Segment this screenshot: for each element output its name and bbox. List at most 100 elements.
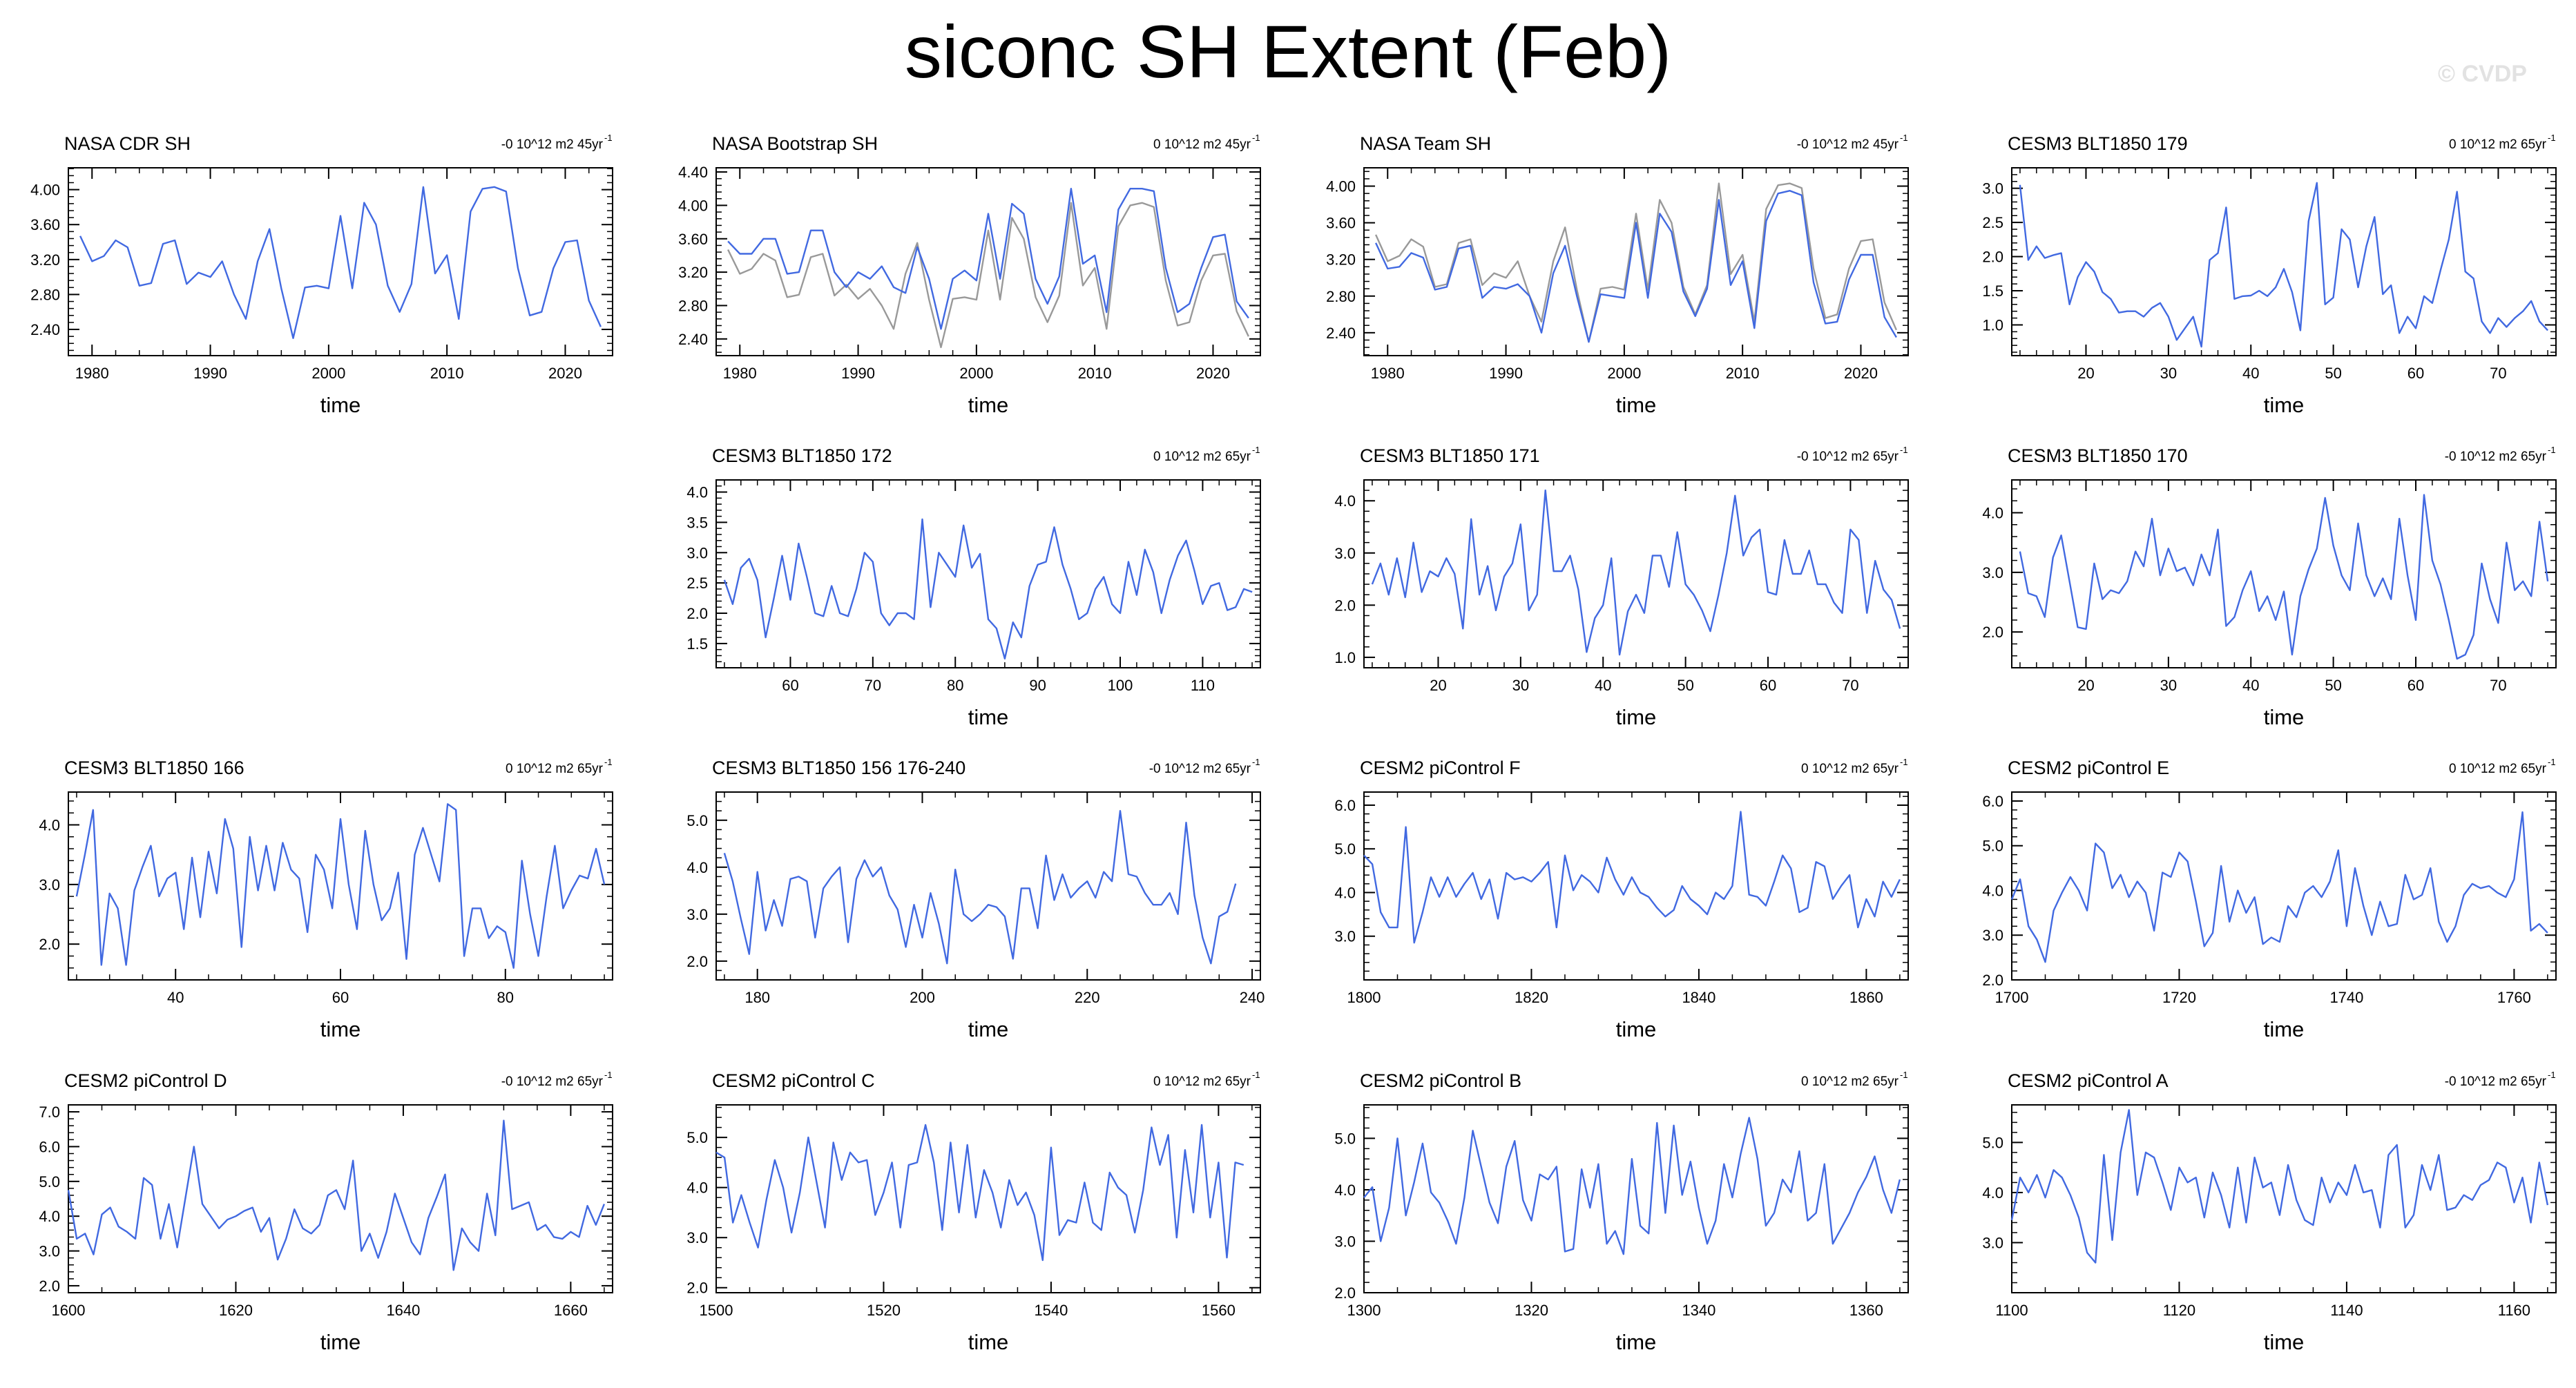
- x-tick-label: 1990: [841, 365, 875, 382]
- plot-frame: [68, 1104, 613, 1293]
- y-tick-label: 3.0: [686, 1229, 708, 1246]
- trend-label: -0 10^12 m2 65yr: [1149, 762, 1251, 776]
- x-tick-label: 1320: [1515, 1302, 1548, 1319]
- y-tick-label: 2.0: [686, 1280, 708, 1297]
- trend-label: 0 10^12 m2 65yr: [2449, 762, 2547, 776]
- x-tick-label: 1300: [1347, 1302, 1381, 1319]
- y-tick-label: 3.20: [1326, 251, 1356, 269]
- trend-label: 0 10^12 m2 65yr: [1153, 1074, 1251, 1089]
- y-tick-label: 5.0: [1334, 1130, 1356, 1147]
- x-tick-label: 20: [1430, 677, 1446, 694]
- plot-frame: [1363, 1104, 1909, 1293]
- x-tick-label: 1560: [1202, 1302, 1236, 1319]
- series-line: [75, 803, 606, 969]
- x-tick-label: 1760: [2497, 989, 2531, 1006]
- y-tick-label: 3.0: [1982, 180, 2003, 197]
- x-axis-label: time: [320, 1330, 361, 1354]
- y-tick-label: 2.0: [1334, 597, 1356, 614]
- y-tick-label: 6.0: [39, 1138, 60, 1155]
- trend-label: 0 10^12 m2 65yr: [2449, 137, 2547, 152]
- x-tick-label: 2000: [959, 365, 993, 382]
- series-line: [2010, 1109, 2549, 1264]
- y-tick-label: 6.0: [1334, 797, 1356, 814]
- y-tick-label: 2.0: [686, 953, 708, 970]
- panel-5: CESM3 BLT1850 172 0 10^12 m2 65yr -1 60 70 80…: [686, 445, 1261, 729]
- y-tick-label: 2.0: [1982, 249, 2003, 266]
- y-tick-label: 7.0: [39, 1103, 60, 1121]
- y-tick-label: 4.0: [39, 1208, 60, 1225]
- y-tick-label: 2.5: [686, 575, 708, 592]
- trend-exponent: -1: [1900, 1070, 1908, 1080]
- panel-title: CESM3 BLT1850 171: [1360, 445, 1540, 466]
- y-tick-label: 4.0: [1982, 1184, 2003, 1202]
- y-tick-label: 2.0: [39, 1278, 60, 1295]
- trend-exponent: -1: [2548, 757, 2556, 767]
- y-tick-label: 4.00: [678, 197, 708, 214]
- y-tick-label: 4.0: [686, 1179, 708, 1197]
- x-axis-label: time: [1616, 393, 1657, 417]
- plot-frame: [68, 167, 613, 356]
- panel-title: NASA Team SH: [1360, 133, 1491, 154]
- x-tick-label: 1720: [2162, 989, 2196, 1006]
- y-tick-label: 2.40: [678, 331, 708, 348]
- plot-frame: [1363, 167, 1909, 356]
- x-axis-label: time: [320, 393, 361, 417]
- panel-title: NASA CDR SH: [64, 133, 191, 154]
- x-tick-label: 1980: [75, 365, 109, 382]
- x-tick-label: 1520: [867, 1302, 901, 1319]
- y-tick-label: 3.0: [39, 1243, 60, 1260]
- y-tick-label: 4.0: [1334, 492, 1356, 510]
- x-axis-label: time: [2264, 705, 2305, 729]
- y-tick-label: 3.20: [30, 251, 60, 269]
- x-tick-label: 2020: [1196, 365, 1230, 382]
- x-tick-label: 1840: [1682, 989, 1715, 1006]
- x-tick-label: 50: [1677, 677, 1693, 694]
- panel-12: CESM2 piControl D -0 10^12 m2 65yr -1 1600 1…: [39, 1070, 613, 1354]
- y-tick-label: 4.00: [30, 182, 60, 199]
- y-tick-label: 3.0: [686, 906, 708, 923]
- y-tick-label: 4.0: [1982, 882, 2003, 899]
- series-line: [67, 1119, 606, 1271]
- y-tick-label: 4.0: [1982, 504, 2003, 521]
- series-line: [1375, 190, 1897, 343]
- x-axis-label: time: [2264, 1017, 2305, 1041]
- plot-frame: [1363, 791, 1909, 981]
- panel-title: CESM2 piControl A: [2008, 1070, 2169, 1091]
- panel-title: CESM2 piControl E: [2008, 758, 2169, 778]
- y-tick-label: 2.40: [1326, 325, 1356, 342]
- x-tick-label: 1820: [1515, 989, 1548, 1006]
- y-tick-label: 4.0: [1334, 884, 1356, 901]
- x-tick-label: 60: [782, 677, 798, 694]
- trend-label: -0 10^12 m2 45yr: [1797, 137, 1899, 152]
- y-tick-label: 3.0: [1334, 928, 1356, 945]
- y-tick-label: 2.80: [30, 286, 60, 303]
- y-tick-label: 3.60: [1326, 215, 1356, 232]
- y-tick-label: 3.60: [30, 216, 60, 233]
- y-tick-label: 3.0: [1334, 1233, 1356, 1250]
- y-tick-label: 1.5: [686, 635, 708, 653]
- x-tick-label: 60: [1760, 677, 1776, 694]
- x-tick-label: 1660: [554, 1302, 588, 1319]
- x-axis-label: time: [1616, 705, 1657, 729]
- x-tick-label: 1340: [1682, 1302, 1715, 1319]
- x-axis-label: time: [1616, 1017, 1657, 1041]
- panel-9: CESM3 BLT1850 156 176-240 -0 10^12 m2 65y…: [686, 757, 1265, 1041]
- series-line: [2010, 811, 2548, 963]
- panel-title: CESM2 piControl F: [1360, 758, 1521, 778]
- trend-exponent: -1: [1252, 757, 1260, 767]
- panel-14: CESM2 piControl B 0 10^12 m2 65yr -1 1300 13…: [1334, 1070, 1909, 1354]
- panel-title: CESM3 BLT1850 172: [712, 445, 892, 466]
- x-tick-label: 110: [1191, 677, 1215, 694]
- x-tick-label: 1540: [1034, 1302, 1068, 1319]
- x-tick-label: 80: [947, 677, 963, 694]
- trend-exponent: -1: [2548, 1070, 2556, 1080]
- x-tick-label: 1990: [1489, 365, 1523, 382]
- x-tick-label: 40: [2242, 365, 2259, 382]
- x-tick-label: 2010: [1726, 365, 1760, 382]
- plot-frame: [715, 791, 1261, 981]
- panel-title: NASA Bootstrap SH: [712, 133, 878, 154]
- x-tick-label: 220: [1075, 989, 1100, 1006]
- series-line: [715, 1124, 1244, 1262]
- y-tick-label: 2.40: [30, 321, 60, 338]
- x-tick-label: 1700: [1995, 989, 2029, 1006]
